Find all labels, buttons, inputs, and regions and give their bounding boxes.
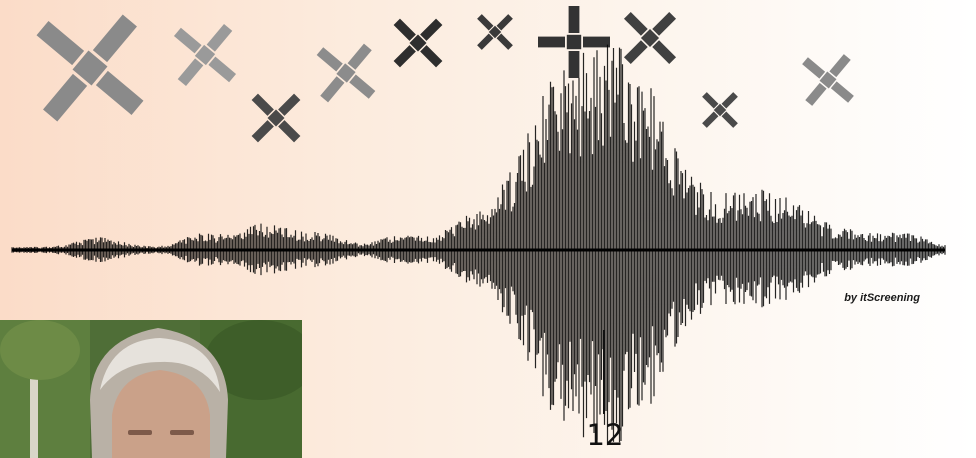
satellite-icon (316, 43, 376, 103)
credit-label: by itScreening (844, 292, 920, 304)
satellite-icon (702, 92, 738, 128)
satellite-icon (251, 93, 301, 143)
satellite-icon (623, 11, 677, 65)
satellite-icon (802, 54, 854, 106)
marker-label: 12 (586, 418, 624, 452)
portrait-photo-image (0, 320, 302, 458)
satellite-row (36, 5, 854, 143)
portrait-photo (0, 320, 302, 458)
satellite-icon (477, 14, 513, 50)
seismic-waveform (11, 44, 946, 446)
satellite-icon (36, 14, 144, 122)
satellite-icon (538, 5, 610, 78)
satellite-icon (173, 23, 237, 87)
satellite-icon (393, 18, 443, 68)
